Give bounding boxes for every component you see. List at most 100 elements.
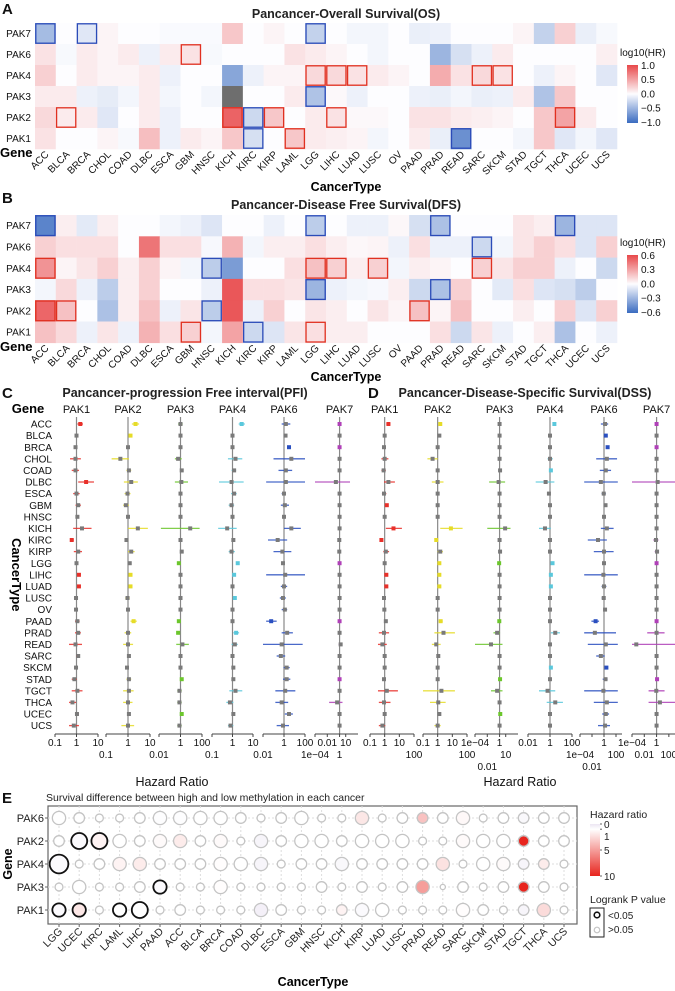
p-legend-label: >0.05 xyxy=(608,925,634,936)
heatmap-cell xyxy=(242,128,264,150)
significant-cell-outline xyxy=(409,300,430,322)
heatmap-cell xyxy=(284,86,306,108)
heatmap-cell xyxy=(159,44,181,66)
y-tick-label: PAK2 xyxy=(6,306,31,317)
dot xyxy=(213,879,228,895)
hr-point xyxy=(546,491,551,496)
dot xyxy=(477,904,490,916)
hr-point xyxy=(337,433,342,438)
hr-point xyxy=(382,514,387,519)
heatmap-cell xyxy=(492,257,514,280)
y-tick-label: PAK1 xyxy=(6,134,31,145)
heatmap-cell xyxy=(346,23,368,45)
gene-column-header: PAK7 xyxy=(643,404,670,416)
legend-title: Logrank P value xyxy=(590,894,666,906)
heatmap-cell xyxy=(305,23,327,45)
heatmap-cell xyxy=(388,321,410,344)
row-label: READ xyxy=(24,640,52,651)
hr-point xyxy=(178,654,183,658)
hr-point xyxy=(381,445,386,450)
hr-point xyxy=(179,468,184,473)
heatmap-cell xyxy=(513,128,535,150)
x-tick-label: 0.01 xyxy=(518,738,538,749)
heatmap-cell xyxy=(305,86,327,108)
x-tick-label: 1e−04 xyxy=(566,750,595,761)
hr-point xyxy=(548,642,552,647)
hr-point xyxy=(654,723,659,728)
heatmap-cell xyxy=(326,278,348,301)
hr-point xyxy=(337,654,342,658)
hr-point xyxy=(434,642,439,647)
heatmap-cell xyxy=(575,300,597,322)
dot xyxy=(314,833,329,849)
y-tick-label: PAK3 xyxy=(6,285,31,296)
hr-point xyxy=(176,456,181,461)
hr-point xyxy=(601,572,606,577)
hr-point xyxy=(125,491,130,496)
hr-point xyxy=(280,723,285,728)
heatmap-cell xyxy=(222,278,244,301)
x-tick-label: 1e−04 xyxy=(461,738,490,749)
hr-point xyxy=(337,723,342,728)
hr-point xyxy=(654,654,659,658)
heatmap-cell xyxy=(76,215,98,237)
hr-point xyxy=(230,433,235,438)
heatmap-cell xyxy=(554,65,576,87)
hr-point xyxy=(436,700,441,705)
heatmap-cell xyxy=(409,278,431,301)
heatmap-cell xyxy=(367,44,389,66)
significant-cell-outline xyxy=(180,321,202,343)
heatmap-cell xyxy=(263,257,285,280)
hr-point xyxy=(126,630,130,635)
dot xyxy=(236,882,246,892)
heatmap-cell xyxy=(222,65,244,87)
hr-point xyxy=(234,630,239,635)
hr-point xyxy=(654,503,659,508)
hr-point xyxy=(289,456,294,461)
dot xyxy=(90,832,109,850)
dot xyxy=(558,835,570,847)
heatmap-cell xyxy=(513,300,535,322)
heatmap-cell xyxy=(367,321,389,344)
x-axis-title: CancerType xyxy=(311,180,382,194)
x-tick-label: 1 xyxy=(435,738,441,749)
heatmap-cell xyxy=(533,128,555,150)
hr-point xyxy=(495,630,500,635)
heatmap-cell xyxy=(263,107,285,129)
hr-point xyxy=(287,712,292,716)
heatmap-cell xyxy=(35,321,57,344)
dot xyxy=(234,812,247,824)
row-label: COAD xyxy=(23,466,52,477)
hr-point xyxy=(654,630,659,635)
colorbar-tick-label: 0.0 xyxy=(641,89,655,100)
heatmap-cell xyxy=(326,215,348,237)
heatmap-cell xyxy=(222,300,244,322)
hr-point xyxy=(128,433,133,438)
dot xyxy=(71,879,87,895)
heatmap-cell xyxy=(55,44,77,66)
hr-point xyxy=(654,526,659,531)
significant-cell-outline xyxy=(492,65,513,86)
hr-point xyxy=(283,468,288,473)
hr-point xyxy=(337,445,342,450)
significant-cell-outline xyxy=(284,128,306,149)
heatmap-cell xyxy=(118,44,140,66)
hr-point xyxy=(129,549,134,554)
forest-panel-pak2: PAK2 0.1 1 10 xyxy=(99,404,156,761)
heatmap-cell xyxy=(533,215,555,237)
hr-point xyxy=(550,561,555,566)
heatmap-cell xyxy=(305,257,327,280)
x-tick-label: 1 xyxy=(547,738,553,749)
significant-cell-outline xyxy=(201,300,222,322)
hr-point xyxy=(74,607,79,612)
heatmap-cell xyxy=(471,44,493,66)
x-tick-label: KICH xyxy=(214,149,239,174)
heatmap-cell xyxy=(284,236,306,258)
hr-point xyxy=(654,456,659,461)
hr-point xyxy=(179,677,184,682)
heatmap-cell xyxy=(554,23,576,45)
heatmap-cell xyxy=(326,236,348,258)
hr-point xyxy=(653,538,658,542)
hr-point xyxy=(382,561,387,566)
hr-point xyxy=(497,654,502,658)
